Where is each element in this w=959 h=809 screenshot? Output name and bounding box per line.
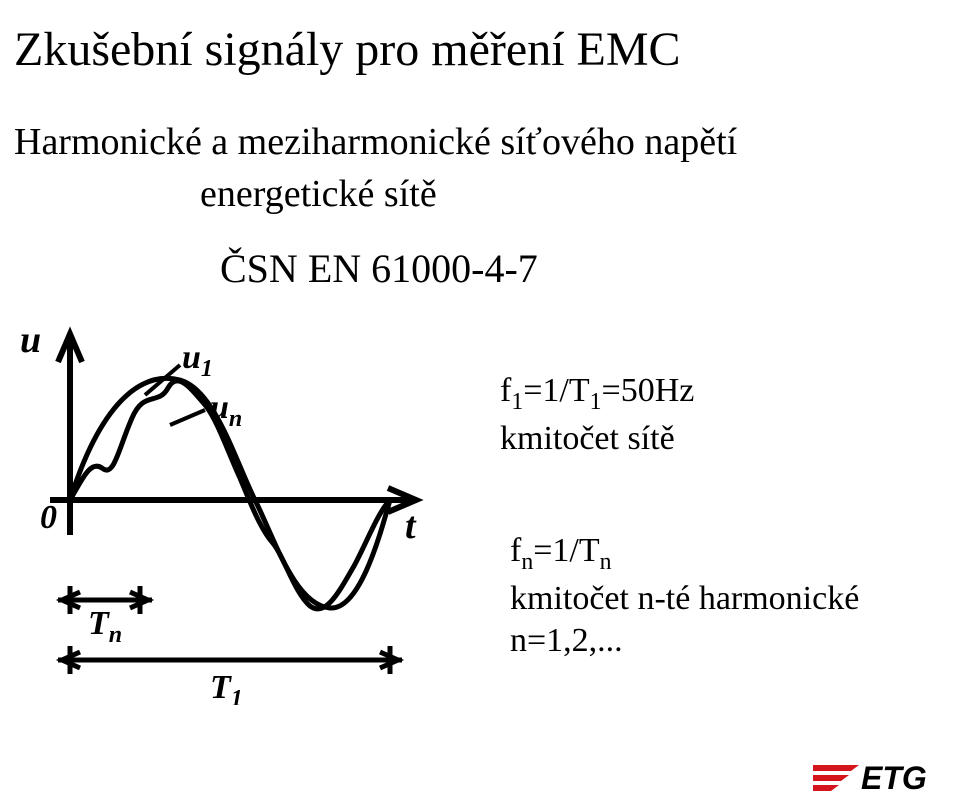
t1-label: T1 (210, 669, 243, 705)
standard-label: ČSN EN 61000-4-7 (220, 245, 538, 292)
formula-fn-line2: kmitočet n-té harmonické (510, 578, 859, 621)
etg-logo: ETG (813, 755, 943, 797)
waveform-diagram: u t 0 u1 un Tn T1 (10, 310, 440, 705)
subtitle-line2: energetické sítě (200, 172, 437, 216)
svg-text:ETG: ETG (861, 760, 927, 796)
origin-label: 0 (40, 499, 57, 536)
formula-fn: fn=1/Tn kmitočet n-té harmonické n=1,2,.… (510, 530, 859, 663)
y-axis-label: u (20, 319, 41, 361)
page-title: Zkušební signály pro měření EMC (14, 22, 681, 77)
formula-fn-line1: fn=1/Tn (510, 530, 859, 578)
u1-label: u1 (182, 339, 213, 382)
un-label: un (210, 389, 242, 432)
formula-f1-line2: kmitočet sítě (500, 418, 694, 461)
formula-fn-line3: n=1,2,... (510, 620, 859, 663)
formula-f1-line1: f1=1/T1=50Hz (500, 370, 694, 418)
formula-f1: f1=1/T1=50Hz kmitočet sítě (500, 370, 694, 460)
x-axis-label: t (405, 505, 417, 547)
slide: Zkušební signály pro měření EMC Harmonic… (0, 0, 959, 809)
tn-label: Tn (88, 605, 122, 648)
subtitle-line1: Harmonické a meziharmonické síťového nap… (14, 120, 737, 164)
